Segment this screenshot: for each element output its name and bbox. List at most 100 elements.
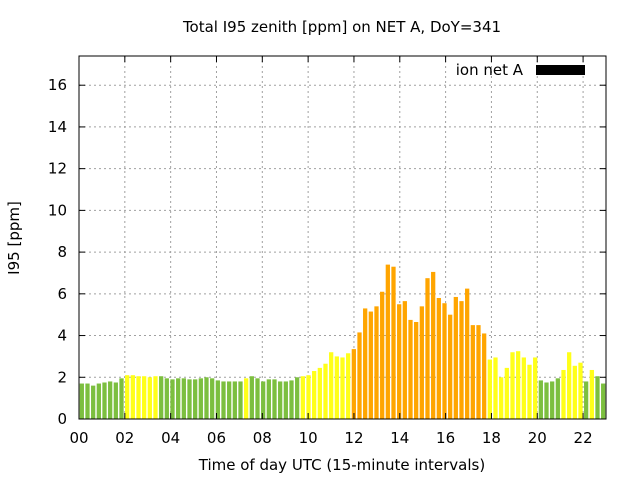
bar [221,381,226,419]
bar [493,357,498,419]
bar [334,356,339,419]
bar [465,288,470,419]
bar [340,357,345,419]
x-tick-label: 06 [207,429,226,447]
bar [278,381,283,419]
bar [408,319,413,419]
y-axis-label: I95 [ppm] [5,201,23,275]
bar [431,271,436,419]
bar [561,369,566,419]
bar [368,311,373,419]
legend-label: ion net A [456,61,524,79]
bar [283,381,288,419]
bar [119,378,124,419]
grid [79,56,606,419]
bar [329,352,334,419]
bar [85,383,90,419]
bar [351,349,356,419]
bar [261,381,266,419]
bar [232,381,237,419]
bar [198,378,203,419]
bar [414,321,419,419]
plot-frame [78,55,607,420]
bar [572,365,577,419]
bar [482,333,487,419]
x-tick-label: 16 [436,429,455,447]
x-tick-label: 04 [161,429,180,447]
bar [595,376,600,419]
bar [397,304,402,419]
bar [385,264,390,419]
bar [550,381,555,419]
x-tick-label: 18 [482,429,501,447]
bar [238,381,243,419]
bar [244,378,249,419]
bar [391,266,396,419]
bar [476,325,481,419]
legend: ion net A [456,61,585,79]
bar [306,375,311,419]
bar [300,376,305,419]
x-tick-label: 20 [528,429,547,447]
bar [159,376,164,419]
bar [544,382,549,419]
x-tick-label: 00 [69,429,88,447]
bars [79,264,606,419]
legend-swatch [536,65,585,75]
bar [193,379,198,419]
bar [249,376,254,419]
bar [289,380,294,419]
bar [436,298,441,419]
x-tick-label: 10 [299,429,318,447]
bar [442,303,447,419]
bar [567,352,572,419]
x-tick-label: 22 [574,429,593,447]
bar [425,278,430,419]
y-tick-label: 2 [57,368,67,386]
bar [210,378,215,419]
bar [419,306,424,419]
bar [584,381,589,419]
bar [266,379,271,419]
bar [164,378,169,419]
bar [187,379,192,419]
bar [578,362,583,419]
y-tick-label: 10 [48,201,67,219]
x-tick-label: 08 [253,429,272,447]
bar [589,369,594,419]
bar [181,378,186,419]
x-tick-label: 12 [344,429,363,447]
y-tick-label: 4 [57,327,67,345]
bar [142,376,147,419]
bar [113,382,118,419]
bar [255,378,260,419]
bar [601,383,606,419]
bar [555,378,560,419]
bar [272,379,277,419]
bar [448,314,453,419]
bar [91,385,96,419]
bar [499,377,504,419]
bar [312,371,317,419]
bar [204,377,209,419]
bar [402,301,407,419]
bar [102,382,107,419]
bar [215,380,220,419]
y-tick-label: 14 [48,118,67,136]
y-tick-label: 12 [48,160,67,178]
bar [147,377,152,419]
bar [459,301,464,419]
bar [96,383,101,419]
bar [538,380,543,419]
bar [521,357,526,419]
y-tick-label: 8 [57,243,67,261]
x-axis-label: Time of day UTC (15-minute intervals) [198,456,485,474]
bar [357,332,362,419]
bar [79,383,84,419]
bar [453,296,458,419]
bar [153,376,158,419]
bar [470,325,475,419]
x-tick-label: 14 [390,429,409,447]
